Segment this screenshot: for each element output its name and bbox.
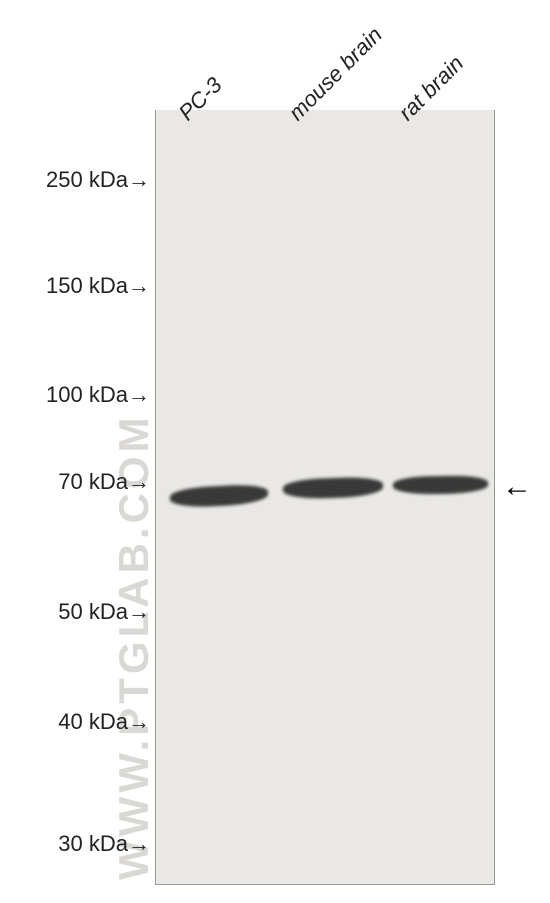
marker-value: 70 kDa [58,469,128,494]
marker-label: 150 kDa→ [0,273,150,299]
arrow-right-icon: → [128,709,150,735]
target-band-arrow: ← [502,470,532,504]
marker-label: 30 kDa→ [0,831,150,857]
marker-value: 100 kDa [46,382,128,407]
arrow-right-icon: → [128,273,150,299]
marker-value: 250 kDa [46,167,128,192]
arrow-right-icon: → [128,599,150,625]
marker-label: 50 kDa→ [0,599,150,625]
marker-value: 40 kDa [58,709,128,734]
arrow-right-icon: → [128,831,150,857]
marker-value: 30 kDa [58,831,128,856]
marker-label: 40 kDa→ [0,709,150,735]
marker-value: 50 kDa [58,599,128,624]
marker-label: 250 kDa→ [0,167,150,193]
marker-value: 150 kDa [46,273,128,298]
arrow-right-icon: → [128,469,150,495]
marker-label: 70 kDa→ [0,469,150,495]
blot-figure: WWW.PTGLAB.COM PC-3mouse brainrat brain … [0,0,550,903]
arrow-right-icon: → [128,382,150,408]
marker-label: 100 kDa→ [0,382,150,408]
arrow-right-icon: → [128,167,150,193]
